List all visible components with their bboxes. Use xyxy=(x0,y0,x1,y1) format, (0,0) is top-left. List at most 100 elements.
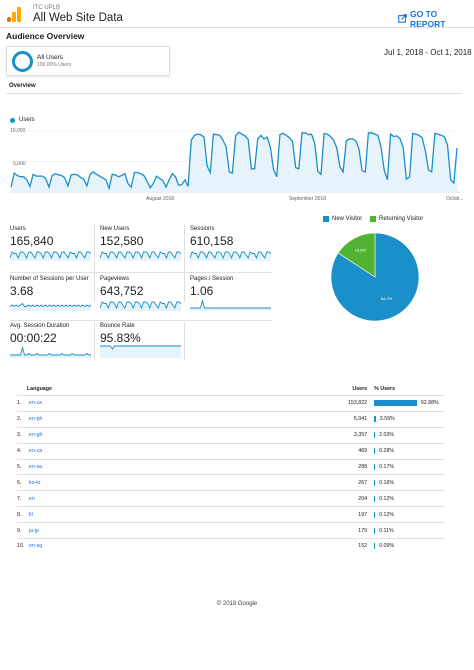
metric-value: 643,752 xyxy=(100,284,144,298)
table-header-row: Language Users % Users xyxy=(17,383,444,396)
table-row: 8. fil 197 0.12% xyxy=(17,506,444,523)
metric-divider xyxy=(10,320,272,321)
table-row: 2. en-ph 5,941 3.59% xyxy=(17,410,444,428)
pie-legend-label: Returning Visitor xyxy=(379,216,424,222)
row-index: 2. xyxy=(17,410,27,428)
metric-label: Users xyxy=(10,226,26,232)
table-row: 9. ja-jp 179 0.11% xyxy=(17,522,444,539)
metric-label: New Users xyxy=(100,226,130,232)
segment-card[interactable]: All Users 100.00% Users xyxy=(6,46,170,76)
percent-text: 3.59% xyxy=(379,416,395,423)
users-count: 197 xyxy=(317,506,372,523)
language-link[interactable]: en-au xyxy=(26,458,318,475)
language-link[interactable]: ko-kr xyxy=(26,474,318,491)
sparkline-fill xyxy=(10,303,91,311)
metric-value: 610,158 xyxy=(190,234,234,248)
metric-sparkline xyxy=(10,345,91,358)
users-count: 267 xyxy=(317,474,372,491)
users-count: 153,822 xyxy=(317,395,372,412)
returning-visitor-swatch xyxy=(370,216,376,222)
percent-bar xyxy=(374,416,376,423)
table-row: 5. en-au 288 0.17% xyxy=(17,458,444,475)
metric-value: 165,840 xyxy=(10,234,54,248)
date-range[interactable]: Jul 1, 2018 - Oct 1, 2018 xyxy=(384,48,472,57)
metric-value: 3.68 xyxy=(10,284,34,298)
language-link[interactable]: en-us xyxy=(26,395,318,412)
table-row: 4. en-ca 469 0.28% xyxy=(17,442,444,460)
users-count: 179 xyxy=(317,522,372,539)
percent-bar xyxy=(374,400,417,407)
analytics-logo-icon xyxy=(7,7,21,22)
users-count: 469 xyxy=(317,442,372,460)
metric-divider xyxy=(184,224,185,302)
metric-sparkline xyxy=(190,251,272,261)
metric-label: Bounce Rate xyxy=(100,323,135,329)
language-table: Language Users % Users 1. en-us 153,822 92.… xyxy=(17,383,444,554)
table-row: 10. en-sg 152 0.09% xyxy=(17,538,444,554)
metric-divider xyxy=(10,272,272,273)
users-percent-cell: 0.16% xyxy=(371,474,444,491)
metric-value: 95.83% xyxy=(100,331,141,345)
chart-legend-users: Users xyxy=(10,117,35,123)
metric-card: Pageviews 643,752 xyxy=(100,276,182,312)
property-name: ITC UPLB xyxy=(33,5,61,11)
sparkline-line xyxy=(190,251,272,260)
percent-text: 0.11% xyxy=(379,527,394,534)
metric-sparkline xyxy=(100,301,182,311)
metric-divider xyxy=(94,224,95,302)
go-to-report-label: GO TO REPORT xyxy=(410,9,446,29)
row-index: 8. xyxy=(17,506,27,523)
pie-legend-returning: Returning Visitor xyxy=(370,216,423,222)
tab-overview[interactable]: Overview xyxy=(9,83,36,89)
metric-card: New Users 152,580 xyxy=(100,226,182,262)
language-link[interactable]: en-sg xyxy=(26,538,318,554)
pie-slice xyxy=(337,232,376,278)
sparkline-line xyxy=(190,298,271,309)
metric-card: Sessions 610,158 xyxy=(190,226,272,262)
row-index: 4. xyxy=(17,442,27,460)
language-link[interactable]: en-gb xyxy=(26,426,318,444)
metric-value: 1.06 xyxy=(190,284,214,298)
x-tick-label: September 2018 xyxy=(289,196,326,202)
segment-ring-icon xyxy=(12,51,33,72)
go-to-report-button[interactable]: GO TO REPORT xyxy=(398,9,474,29)
percent-bar xyxy=(374,511,376,518)
table-row: 1. en-us 153,822 92.88% xyxy=(17,395,444,412)
metric-sparkline xyxy=(10,302,92,311)
language-link[interactable]: en-ph xyxy=(26,410,318,428)
percent-text: 0.09% xyxy=(379,543,395,550)
metric-value: 152,580 xyxy=(100,234,144,248)
users-percent-cell: 0.09% xyxy=(371,538,444,554)
metric-card: Users 165,840 xyxy=(10,226,92,262)
pie-legend-label: New Visitor xyxy=(332,216,363,222)
language-link[interactable]: en-ca xyxy=(26,442,318,460)
sparkline-line xyxy=(100,301,182,310)
pie-slice-label: 84.2% xyxy=(381,296,393,301)
users-area-fill xyxy=(11,132,457,192)
x-tick-label: Octob... xyxy=(446,196,464,202)
table-row: 3. en-gb 3,357 2.03% xyxy=(17,426,444,444)
percent-bar xyxy=(374,432,376,439)
users-percent-cell: 92.88% xyxy=(371,395,444,412)
metric-sparkline xyxy=(100,345,181,358)
percent-text: 0.17% xyxy=(379,464,395,470)
metric-card: Bounce Rate 95.83% xyxy=(100,323,182,359)
users-series-line xyxy=(10,131,458,191)
sparkline-line xyxy=(10,251,92,260)
row-index: 9. xyxy=(17,522,27,539)
language-link[interactable]: en xyxy=(26,490,318,507)
new-visitor-swatch xyxy=(323,216,329,222)
sparkline-line xyxy=(100,251,182,260)
row-index: 1. xyxy=(17,395,27,412)
users-percent-cell: 0.12% xyxy=(371,490,444,507)
metric-label: Pageviews xyxy=(100,276,130,282)
segment-percentage: 100.00% Users xyxy=(37,62,72,68)
language-link[interactable]: ja-jp xyxy=(26,522,318,539)
y-tick-label: 5,000 xyxy=(13,161,26,167)
row-index: 6. xyxy=(17,474,27,491)
sparkline-line xyxy=(10,302,92,308)
metric-card: Number of Sessions per User 3.68 xyxy=(10,276,92,312)
table-row: 7. en 204 0.12% xyxy=(17,490,444,507)
language-link[interactable]: fil xyxy=(26,506,318,523)
users-percent-cell: 0.12% xyxy=(371,506,444,523)
